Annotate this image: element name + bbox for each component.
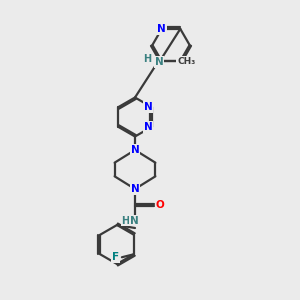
- Text: H: H: [121, 215, 130, 226]
- Text: N: N: [130, 145, 140, 155]
- Text: N: N: [144, 102, 153, 112]
- Text: O: O: [156, 200, 165, 211]
- Text: N: N: [130, 215, 139, 226]
- Text: N: N: [144, 122, 153, 132]
- Text: N: N: [155, 57, 164, 67]
- Text: F: F: [112, 252, 119, 262]
- Text: N: N: [157, 24, 166, 34]
- Text: H: H: [143, 54, 151, 64]
- Text: N: N: [130, 184, 140, 194]
- Text: CH₃: CH₃: [177, 57, 195, 66]
